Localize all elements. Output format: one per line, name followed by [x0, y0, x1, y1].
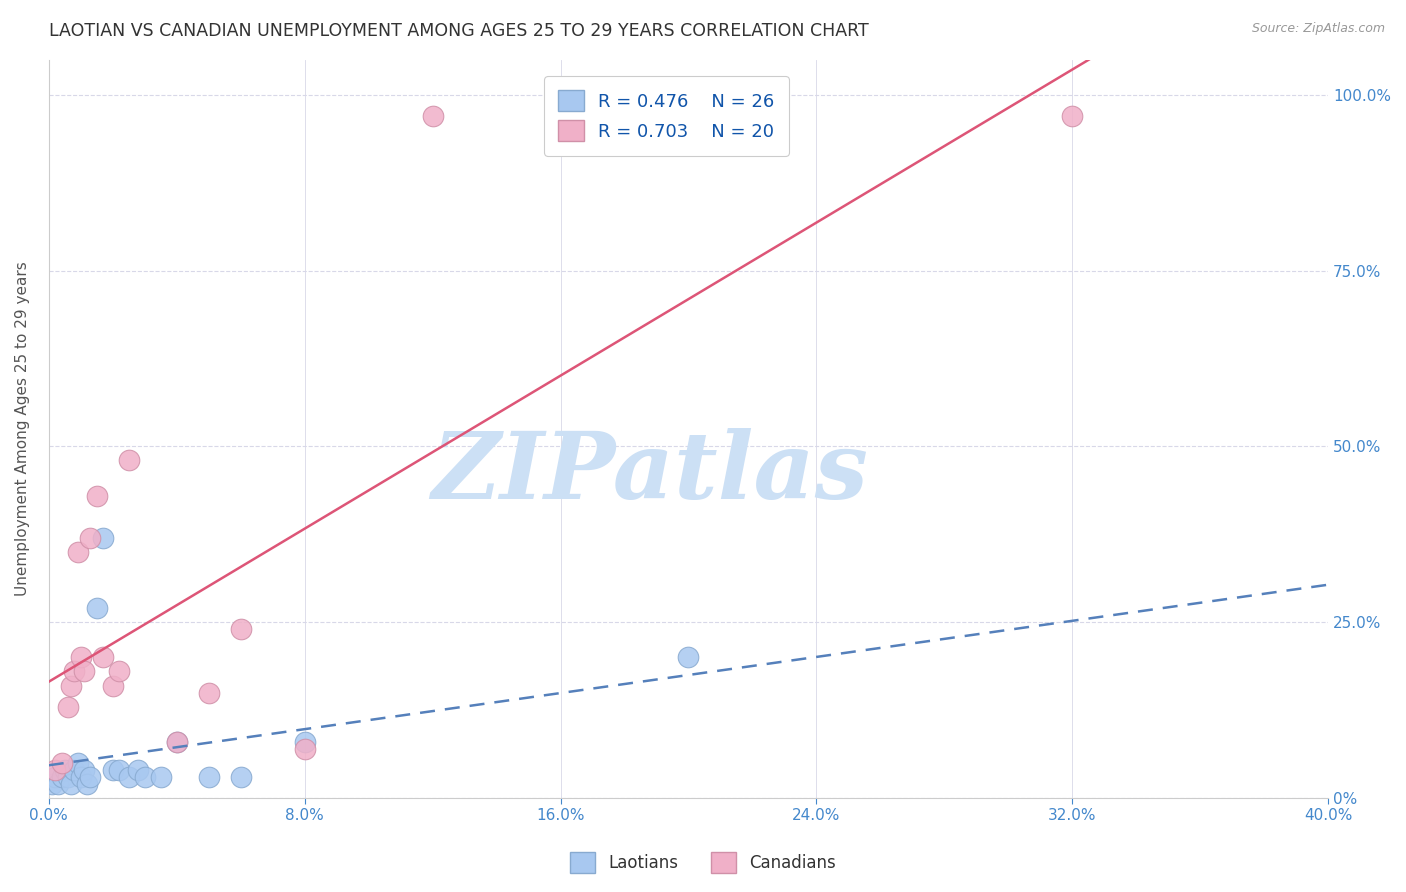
Point [51, 756, 73, 770]
Text: LAOTIAN VS CANADIAN UNEMPLOYMENT AMONG AGES 25 TO 29 YEARS CORRELATION CHART: LAOTIAN VS CANADIAN UNEMPLOYMENT AMONG A… [49, 22, 869, 40]
Legend: Laotians, Canadians: Laotians, Canadians [562, 846, 844, 880]
Point [79, 531, 101, 545]
Point [41, 777, 63, 791]
Point [166, 735, 188, 749]
Point [63, 665, 86, 679]
Point [44, 763, 66, 777]
Point [60, 679, 83, 693]
Point [53, 763, 76, 777]
Point [1062, 109, 1084, 123]
Point [51, 770, 73, 784]
Point [197, 685, 219, 699]
Point [101, 679, 124, 693]
Point [127, 763, 149, 777]
Point [69, 770, 91, 784]
Point [108, 665, 131, 679]
Point [66, 545, 89, 559]
Point [69, 650, 91, 665]
Point [118, 453, 141, 467]
Point [73, 665, 96, 679]
Point [108, 763, 131, 777]
Point [229, 622, 252, 636]
Point [56, 770, 79, 784]
Point [60, 777, 83, 791]
Point [101, 763, 124, 777]
Point [149, 770, 172, 784]
Point [44, 770, 66, 784]
Point [294, 735, 316, 749]
Point [91, 650, 114, 665]
Point [166, 735, 188, 749]
Point [91, 531, 114, 545]
Point [229, 770, 252, 784]
Point [56, 699, 79, 714]
Point [294, 741, 316, 756]
Point [63, 763, 86, 777]
Point [86, 489, 108, 503]
Point [66, 756, 89, 770]
Point [678, 650, 700, 665]
Point [118, 770, 141, 784]
Point [46, 777, 69, 791]
Point [134, 770, 156, 784]
Point [73, 763, 96, 777]
Point [197, 770, 219, 784]
Text: Source: ZipAtlas.com: Source: ZipAtlas.com [1251, 22, 1385, 36]
Text: ZIPatlas: ZIPatlas [432, 428, 869, 518]
Y-axis label: Unemployment Among Ages 25 to 29 years: Unemployment Among Ages 25 to 29 years [15, 261, 30, 596]
Point [86, 601, 108, 615]
Point [422, 109, 444, 123]
Legend: R = 0.476    N = 26, R = 0.703    N = 20: R = 0.476 N = 26, R = 0.703 N = 20 [544, 76, 789, 155]
Point [79, 770, 101, 784]
Point [76, 777, 98, 791]
